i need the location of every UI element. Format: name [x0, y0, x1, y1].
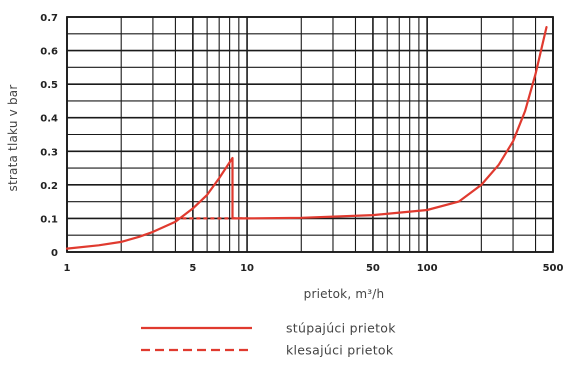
y-tick-label: 0: [51, 248, 58, 259]
plot-frame: [66, 16, 554, 253]
x-axis-title: prietok, m³/h: [304, 287, 385, 301]
x-tick-label: 100: [417, 263, 438, 274]
series-rising-flow: [65, 26, 548, 250]
legend: stúpajúci prietok klesajúci prietok: [141, 321, 396, 358]
x-tick-label: 50: [366, 263, 380, 274]
y-tick-label: 0.6: [40, 47, 58, 58]
y-tick-label: 0.4: [40, 114, 58, 125]
y-tick-label: 0.7: [40, 13, 58, 24]
tick-labels: 1 5 10 50 100 500 0 0.1 0.2 0.3 0.4 0.5 0.6 0.7: [40, 13, 563, 274]
y-tick-label: 0.5: [40, 80, 58, 91]
x-tick-label: 10: [240, 263, 254, 274]
y-axis-title: strata tlaku v bar: [6, 85, 20, 192]
legend-label: klesajúci prietok: [286, 343, 394, 358]
x-tick-label: 5: [189, 263, 196, 274]
legend-label: stúpajúci prietok: [286, 321, 396, 336]
series-layer: [65, 26, 548, 250]
y-tick-label: 0.1: [40, 214, 58, 225]
y-tick-label: 0.3: [40, 147, 58, 158]
x-tick-label: 500: [543, 263, 564, 274]
x-tick-label: 1: [64, 263, 71, 274]
grid: [66, 16, 554, 253]
y-tick-label: 0.2: [40, 181, 58, 192]
